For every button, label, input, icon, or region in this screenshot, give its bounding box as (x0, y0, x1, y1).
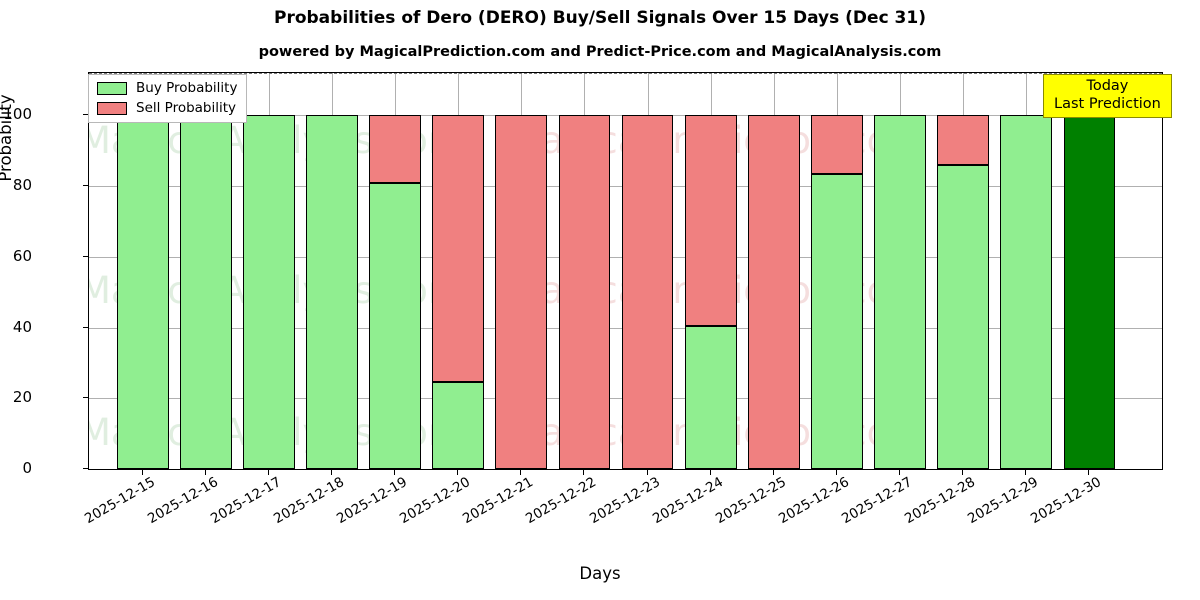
bar-segment-today[interactable] (1063, 115, 1116, 469)
bar-2025-12-20[interactable] (432, 73, 485, 469)
x-tick-mark (457, 470, 459, 475)
x-tick-mark (1025, 470, 1027, 475)
legend-swatch-buy (97, 81, 127, 95)
bar-segment-sell[interactable] (937, 115, 990, 165)
y-tick-label: 40 (12, 317, 32, 336)
x-tick-mark (646, 470, 648, 475)
bar-segment-buy[interactable] (243, 115, 295, 469)
legend-label-sell: Sell Probability (136, 100, 237, 116)
bar-2025-12-15[interactable] (116, 73, 169, 469)
bar-2025-12-23[interactable] (621, 73, 674, 469)
legend-item-buy: Buy Probability (97, 80, 237, 96)
bar-2025-12-21[interactable] (495, 73, 548, 469)
y-tick-label: 20 (12, 388, 32, 407)
y-tick-label: 100 (3, 105, 32, 124)
legend-swatch-sell (97, 101, 127, 115)
bar-2025-12-22[interactable] (558, 73, 611, 469)
x-tick-mark (394, 470, 396, 475)
bar-segment-sell[interactable] (621, 115, 674, 469)
y-tick-mark (83, 397, 88, 399)
bar-segment-buy[interactable] (811, 173, 863, 469)
y-tick-mark (83, 326, 88, 328)
bar-2025-12-28[interactable] (937, 73, 990, 469)
chart-title: Probabilities of Dero (DERO) Buy/Sell Si… (273, 8, 926, 28)
legend-label-buy: Buy Probability (136, 80, 238, 96)
bar-segment-sell[interactable] (684, 115, 737, 326)
y-tick-label: 0 (22, 459, 32, 477)
y-tick-label: 80 (12, 176, 32, 195)
chart-legend: Buy Probability Sell Probability (88, 74, 248, 123)
bar-segment-sell[interactable] (495, 115, 548, 469)
bar-segment-sell[interactable] (811, 115, 863, 174)
bar-2025-12-30[interactable] (1063, 73, 1116, 469)
x-tick-mark (835, 470, 837, 475)
x-tick-mark (583, 470, 585, 475)
gridline-horizontal (89, 469, 1162, 470)
bar-segment-sell[interactable] (432, 115, 485, 383)
x-tick-mark (331, 470, 332, 475)
y-axis-label: Probability (0, 94, 15, 182)
bar-2025-12-18[interactable] (306, 73, 358, 469)
bar-segment-buy[interactable] (179, 115, 232, 469)
bar-segment-buy[interactable] (369, 182, 421, 469)
bar-2025-12-27[interactable] (874, 73, 926, 469)
bar-segment-buy[interactable] (306, 115, 358, 469)
bar-segment-buy[interactable] (116, 115, 169, 469)
x-tick-mark (141, 470, 143, 475)
today-annotation-line2: Last Prediction (1054, 95, 1161, 112)
bar-2025-12-29[interactable] (1000, 73, 1053, 469)
x-tick-mark (772, 470, 774, 475)
x-tick-mark (1088, 470, 1090, 475)
today-annotation-line1: Today (1086, 78, 1129, 94)
y-tick-mark (83, 468, 88, 469)
x-axis-label: Days (579, 564, 621, 583)
legend-item-sell: Sell Probability (97, 100, 237, 116)
bar-segment-sell[interactable] (369, 115, 421, 183)
bar-2025-12-25[interactable] (747, 73, 800, 469)
y-tick-mark (83, 185, 88, 187)
bar-segment-buy[interactable] (874, 115, 926, 469)
bar-segment-buy[interactable] (684, 325, 737, 469)
bar-segment-buy[interactable] (937, 164, 990, 469)
y-tick-label: 60 (12, 246, 32, 265)
x-tick-mark (267, 470, 269, 475)
today-annotation: Today Last Prediction (1043, 74, 1172, 119)
bar-segment-buy[interactable] (432, 382, 485, 469)
bar-2025-12-19[interactable] (369, 73, 421, 469)
bar-2025-12-24[interactable] (684, 73, 737, 469)
y-tick-mark (83, 255, 88, 257)
x-tick-mark (899, 470, 901, 475)
threshold-dashed-line (89, 73, 1162, 74)
chart-subtitle: powered by MagicalPrediction.com and Pre… (258, 44, 942, 60)
x-tick-mark (962, 470, 964, 475)
x-tick-mark (520, 470, 522, 475)
bar-segment-sell[interactable] (558, 115, 611, 469)
bar-2025-12-16[interactable] (179, 73, 232, 469)
x-tick-mark (204, 470, 206, 475)
y-tick-mark (83, 114, 88, 116)
plot-area: MagicalAnalysis.comMagicalPrediction.com… (88, 72, 1163, 470)
bar-segment-sell[interactable] (747, 115, 800, 469)
bar-2025-12-17[interactable] (243, 73, 295, 469)
x-tick-mark (709, 470, 711, 475)
bar-segment-buy[interactable] (1000, 115, 1053, 469)
bar-2025-12-26[interactable] (811, 73, 863, 469)
